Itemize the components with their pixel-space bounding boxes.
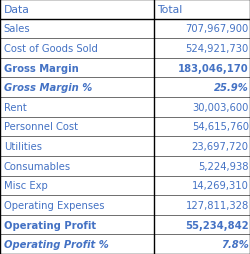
Text: Sales: Sales — [4, 24, 30, 34]
Text: 5,224,938: 5,224,938 — [198, 161, 249, 171]
Text: Personnel Cost: Personnel Cost — [4, 122, 78, 132]
Text: 524,921,730: 524,921,730 — [186, 44, 249, 54]
Text: Gross Margin: Gross Margin — [4, 64, 78, 73]
Text: Consumables: Consumables — [4, 161, 71, 171]
Text: Utilities: Utilities — [4, 141, 42, 152]
Text: Operating Expenses: Operating Expenses — [4, 200, 104, 210]
Text: 54,615,760: 54,615,760 — [192, 122, 249, 132]
Text: 23,697,720: 23,697,720 — [192, 141, 249, 152]
Text: 707,967,900: 707,967,900 — [186, 24, 249, 34]
Text: 7.8%: 7.8% — [221, 239, 249, 249]
Text: 55,234,842: 55,234,842 — [185, 220, 249, 230]
Text: 30,003,600: 30,003,600 — [192, 102, 249, 113]
Text: 14,269,310: 14,269,310 — [192, 181, 249, 190]
Text: Misc Exp: Misc Exp — [4, 181, 48, 190]
Text: 183,046,170: 183,046,170 — [178, 64, 249, 73]
Text: Gross Margin %: Gross Margin % — [4, 83, 92, 93]
Text: 127,811,328: 127,811,328 — [186, 200, 249, 210]
Text: Total: Total — [158, 5, 183, 15]
Text: 25.9%: 25.9% — [214, 83, 249, 93]
Text: Rent: Rent — [4, 102, 26, 113]
Text: Data: Data — [4, 5, 30, 15]
Text: Operating Profit %: Operating Profit % — [4, 239, 108, 249]
Text: Cost of Goods Sold: Cost of Goods Sold — [4, 44, 98, 54]
Text: Operating Profit: Operating Profit — [4, 220, 96, 230]
